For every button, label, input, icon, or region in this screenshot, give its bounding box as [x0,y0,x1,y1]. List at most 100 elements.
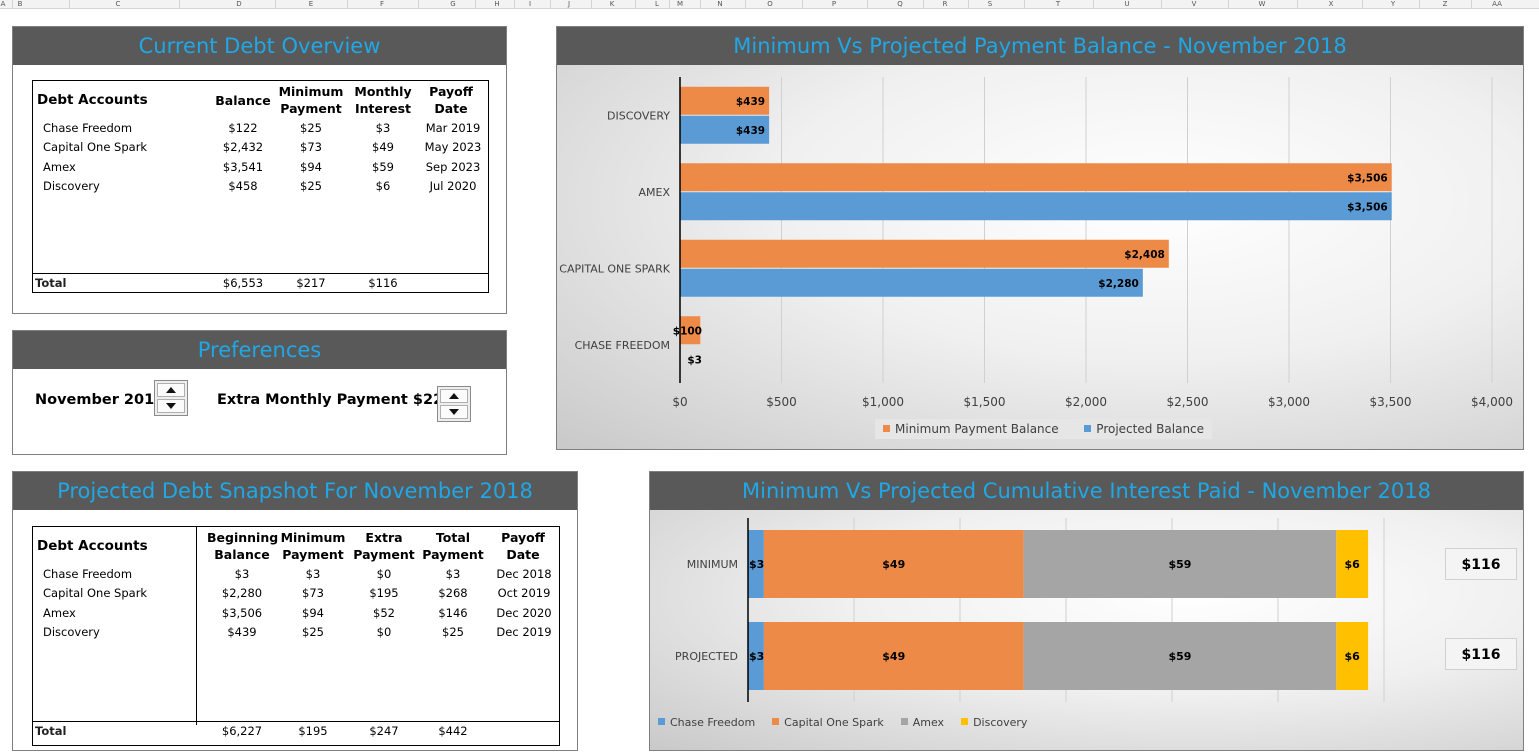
legend-swatch-projected [1084,425,1092,432]
row-account: Chase Freedom [43,567,133,581]
column-divider [867,0,868,8]
legend-swatch-minimum [883,425,890,432]
stacked-bar-segment [1336,530,1369,598]
header-beginning-balance: Beginning Balance [207,530,279,562]
x-tick-label: $3,500 [1370,395,1412,409]
legend-chase-label: Chase Freedom [670,716,756,729]
column-divider [275,0,276,8]
row-minimum: $3 [305,567,321,581]
total-label: Total [35,724,67,738]
month-decrease-button[interactable] [157,399,185,413]
row-payoff: Dec 2020 [496,606,552,620]
column-header-j[interactable]: J [567,0,571,8]
column-header-a[interactable]: A [0,0,6,8]
x-tick-label: $2,500 [1167,395,1209,409]
row-account: Amex [43,160,76,174]
column-header-i[interactable]: I [528,0,532,8]
interest-chart: MINIMUM $3 $49 $59 $6 PROJECTED $3 $49 $59 $6 [675,518,1385,702]
data-label: $439 [736,125,765,137]
row-account: Chase Freedom [43,121,133,135]
column-header-q[interactable]: Q [897,0,903,8]
total-balance: $6,553 [222,276,264,290]
header-monthly-interest: Monthly Interest [354,84,412,116]
bar [680,192,1392,221]
balance-chart-title: Minimum Vs Projected Payment Balance - N… [557,27,1523,65]
column-header-g[interactable]: G [450,0,456,8]
column-header-v[interactable]: V [1191,0,1197,8]
category-label: AMEX [638,186,670,199]
interest-chart-title: Minimum Vs Projected Cumulative Interest… [650,472,1523,510]
bar [680,268,1143,297]
total-interest: $116 [368,276,398,290]
data-label: $49 [882,558,905,571]
column-divider [591,0,592,8]
row-account: Discovery [43,625,100,639]
data-label: $439 [736,96,765,108]
current-debt-table: Debt Accounts Balance Minimum Payment Mo… [32,80,489,293]
column-header-p[interactable]: P [831,0,837,8]
column-header-d[interactable]: D [236,0,242,8]
bar [680,316,701,345]
interest-chart-panel: Minimum Vs Projected Cumulative Interest… [649,471,1524,751]
stacked-bar-segment [763,530,1024,598]
column-header-o[interactable]: O [767,0,773,8]
row-payoff: Dec 2018 [496,567,552,581]
data-label: $49 [882,650,905,663]
total-beginning-balance: $6,227 [221,724,263,738]
column-header-x[interactable]: X [1328,0,1334,8]
data-label: $3 [687,354,702,366]
row-beginning-balance: $439 [227,625,257,639]
column-header-s[interactable]: S [987,0,993,8]
column-header-c[interactable]: C [115,0,121,8]
row-extra: $195 [369,586,399,600]
extra-decrease-button[interactable] [440,405,468,419]
column-header-r[interactable]: R [942,0,948,8]
column-divider [196,527,197,725]
extra-increase-button[interactable] [440,389,468,403]
column-divider [1161,0,1162,8]
row-minimum: $73 [300,140,322,154]
column-divider [550,0,551,8]
column-header-b[interactable]: B [17,0,23,8]
month-increase-button[interactable] [157,383,185,397]
header-balance: Balance [215,93,271,108]
stacked-bar-segment [1023,622,1337,690]
data-label: $3 [749,650,764,663]
column-header-h[interactable]: H [494,0,500,8]
legend-amex-label: Amex [912,716,945,729]
column-header-t[interactable]: T [1055,0,1061,8]
data-label: $6 [1345,650,1361,663]
column-header-u[interactable]: U [1124,0,1130,8]
stacked-bar-segment [763,622,1024,690]
column-header-z[interactable]: Z [1442,0,1448,8]
bar [680,163,1392,192]
column-header-f[interactable]: F [379,0,385,8]
column-header-l[interactable]: L [655,0,659,8]
column-header-n[interactable]: N [717,0,723,8]
x-tick-label: $2,000 [1065,395,1107,409]
x-tick-label: $3,000 [1268,395,1310,409]
column-header-e[interactable]: E [308,0,314,8]
row-total: $146 [438,606,468,620]
header-payoff-date: Payoff Date [429,84,473,116]
row-extra: $0 [376,567,392,581]
row-total: $25 [442,625,464,639]
row-balance: $458 [228,179,258,193]
row-total: $3 [445,567,461,581]
extra-payment-spinner[interactable] [437,386,471,422]
column-header-y[interactable]: Y [1390,0,1396,8]
x-tick-label: $4,000 [1471,395,1513,409]
month-spinner[interactable] [154,380,188,416]
arrow-up-icon [166,387,176,393]
header-minimum-payment: Minimum Payment [280,530,346,562]
column-header-k[interactable]: K [609,0,615,8]
header-total-payment: Total Payment [422,530,484,562]
total-minimum: $195 [298,724,328,738]
column-divider [802,0,803,8]
data-label: $2,408 [1124,249,1165,261]
data-label: $59 [1168,650,1191,663]
row-minimum: $25 [300,179,322,193]
column-header-m[interactable]: M [676,0,684,8]
column-header-aa[interactable]: AA [1492,0,1502,8]
column-header-w[interactable]: W [1258,0,1266,8]
